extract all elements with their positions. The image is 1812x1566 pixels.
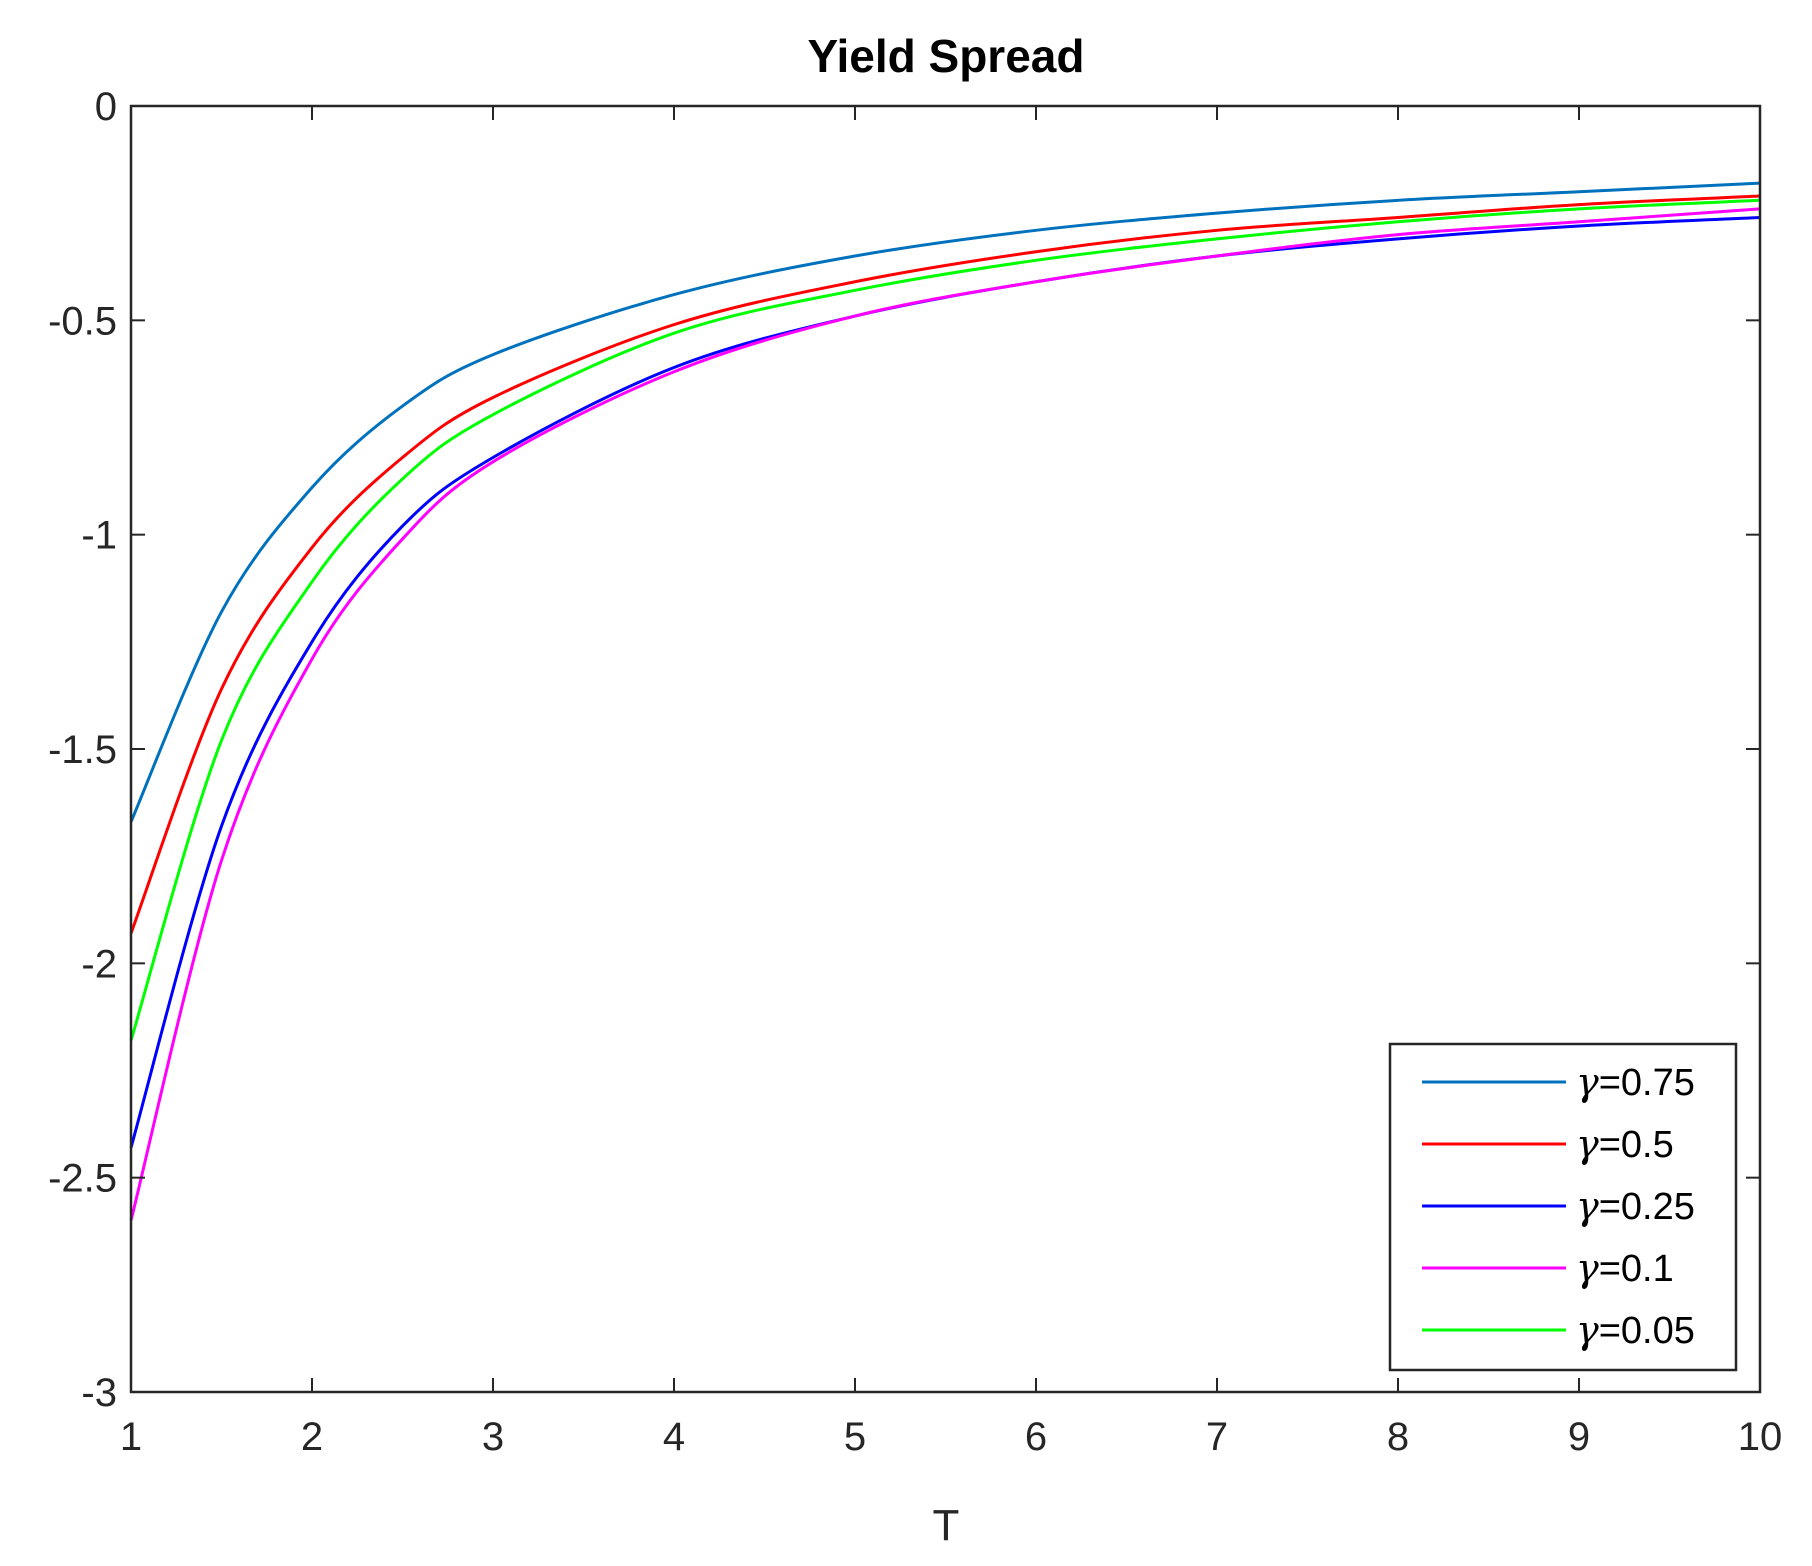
plot-area — [129, 181, 1761, 1221]
series-line-3 — [129, 207, 1761, 1221]
x-tick-label: 8 — [1387, 1415, 1409, 1459]
y-tick-label: -1.5 — [48, 728, 117, 772]
axis-ticks — [130, 105, 1761, 1393]
chart-title: Yield Spread — [808, 30, 1085, 82]
legend-value-text: =0.05 — [1599, 1310, 1695, 1352]
x-tick-label: 2 — [301, 1415, 323, 1459]
x-tick-label: 10 — [1738, 1415, 1783, 1459]
x-tick-label: 7 — [1206, 1415, 1228, 1459]
y-tick-label: 0 — [95, 85, 117, 129]
legend-entry-3: γ=0.1 — [1576, 1246, 1674, 1290]
x-tick-label: 1 — [120, 1415, 142, 1459]
legend-entry-0: γ=0.75 — [1576, 1060, 1695, 1104]
x-tick-label: 4 — [663, 1415, 685, 1459]
legend-value-text: =0.1 — [1599, 1248, 1674, 1290]
legend-value-text: =0.5 — [1599, 1124, 1674, 1166]
series-line-2 — [129, 215, 1761, 1149]
y-tick-label: -0.5 — [48, 299, 117, 343]
y-tick-label: -2 — [81, 942, 117, 986]
legend-value-text: =0.25 — [1599, 1186, 1695, 1228]
x-tick-label: 9 — [1568, 1415, 1590, 1459]
y-tick-label: -3 — [81, 1371, 117, 1415]
y-tick-labels: 0 -0.5 -1 -1.5 -2 -2.5 -3 — [48, 85, 117, 1415]
legend-gamma-symbol: γ — [1576, 1308, 1599, 1352]
x-tick-labels: 1 2 3 4 5 6 7 8 9 10 — [120, 1415, 1782, 1459]
series-line-0 — [129, 181, 1761, 823]
x-tick-label: 6 — [1025, 1415, 1047, 1459]
series-line-4 — [129, 198, 1761, 1041]
y-tick-label: -1 — [81, 514, 117, 558]
series-line-1 — [129, 194, 1761, 934]
legend-gamma-symbol: γ — [1576, 1122, 1599, 1166]
legend-entry-4: γ=0.05 — [1576, 1308, 1695, 1352]
x-tick-label: 5 — [844, 1415, 866, 1459]
y-tick-label: -2.5 — [48, 1157, 117, 1201]
legend-gamma-symbol: γ — [1576, 1246, 1599, 1290]
legend-entry-2: γ=0.25 — [1576, 1184, 1695, 1228]
legend-gamma-symbol: γ — [1576, 1184, 1599, 1228]
legend-entry-1: γ=0.5 — [1576, 1122, 1674, 1166]
x-axis-label: T — [933, 1501, 960, 1550]
legend-value-text: =0.75 — [1599, 1062, 1695, 1104]
legend: γ=0.75γ=0.5γ=0.25γ=0.1γ=0.05 — [1388, 1042, 1738, 1372]
legend-gamma-symbol: γ — [1576, 1060, 1599, 1104]
x-tick-label: 3 — [482, 1415, 504, 1459]
